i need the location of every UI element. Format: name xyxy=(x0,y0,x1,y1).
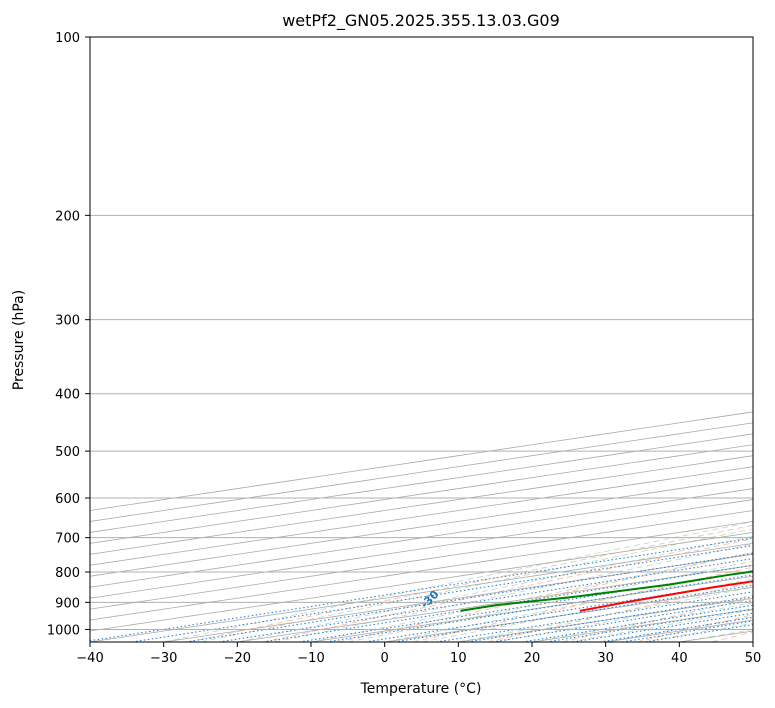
mixing-ratio-line xyxy=(467,596,753,642)
isotherm-line xyxy=(310,575,753,642)
isotherm-line xyxy=(90,532,753,632)
pressure-gridlines xyxy=(90,36,753,630)
isotherm-line xyxy=(90,521,753,621)
chart-title: wetPf2_GN05.2025.355.13.03.G09 xyxy=(282,11,560,31)
y-tick-label: 600 xyxy=(55,492,80,507)
moist-adiabat-line xyxy=(384,569,753,642)
y-tick-label: 300 xyxy=(55,314,80,329)
x-tick-label: 10 xyxy=(450,651,467,666)
moist-adiabat-line xyxy=(274,543,753,642)
moist-adiabat-line xyxy=(200,528,753,642)
x-tick-label: −10 xyxy=(297,651,324,666)
x-tick-label: 0 xyxy=(381,651,389,666)
moist-adiabat-line xyxy=(568,609,753,642)
profile-series-1 xyxy=(460,570,753,612)
profile-series-0 xyxy=(579,580,753,612)
isotherm-line xyxy=(458,597,753,642)
dry-adiabat-line xyxy=(188,524,753,642)
x-tick-label: 50 xyxy=(745,651,762,666)
isotherm-line xyxy=(752,641,753,642)
mixing-ratio-line xyxy=(218,558,753,642)
y-axis-ticks: 100 200 300 400 500 600 700 800 900 1000 xyxy=(47,31,90,638)
mixing-ratio-line xyxy=(546,608,753,642)
y-tick-label: 400 xyxy=(55,388,80,403)
moist-adiabat-line xyxy=(310,552,753,642)
isotherm-line xyxy=(90,499,753,599)
y-axis-title: Pressure (hPa) xyxy=(11,290,27,390)
isotherm-line xyxy=(90,466,753,566)
mixing-ratio-line xyxy=(131,545,753,642)
x-tick-label: −30 xyxy=(150,651,177,666)
x-tick-label: 30 xyxy=(597,651,614,666)
y-tick-label: 900 xyxy=(55,596,80,611)
isotherm-line xyxy=(90,444,753,544)
dry-adiabat-line xyxy=(711,631,753,642)
background-lines xyxy=(90,411,753,642)
dry-adiabat-line xyxy=(487,581,753,642)
x-axis-title: Temperature (°C) xyxy=(360,681,482,697)
mixing-ratio-line xyxy=(492,600,753,642)
dry-adiabat-line xyxy=(263,538,753,642)
isotherm-line xyxy=(90,488,753,588)
x-axis-ticks: −40 −30 −20 −10 0 10 20 30 40 50 xyxy=(76,642,761,666)
mixing-ratio-line xyxy=(90,537,753,642)
x-tick-label: −40 xyxy=(76,651,103,666)
mixing-ratio-line xyxy=(326,574,753,642)
isotherm-line xyxy=(90,422,753,522)
x-tick-label: 40 xyxy=(671,651,688,666)
isotherm-line xyxy=(90,477,753,577)
x-tick-label: −20 xyxy=(224,651,251,666)
isotherm-line xyxy=(384,586,753,642)
moist-adiabat-line xyxy=(347,560,753,642)
dry-adiabat-line xyxy=(636,614,753,642)
moist-adiabat-line xyxy=(421,578,753,642)
moist-adiabat-line xyxy=(642,622,753,642)
moist-adiabat-line xyxy=(163,521,753,642)
mixing-ratio-line xyxy=(522,604,753,642)
isotherm-line xyxy=(90,542,753,642)
isotherm-line xyxy=(605,619,753,642)
y-tick-label: 100 xyxy=(55,31,80,46)
mixing-ratio-line xyxy=(185,553,753,642)
y-tick-label: 1000 xyxy=(47,623,80,638)
moist-adiabat-line xyxy=(531,602,753,642)
dry-adiabat-line xyxy=(412,566,753,642)
isotherm-line xyxy=(90,411,753,511)
y-tick-label: 700 xyxy=(55,532,80,547)
isotherm-line xyxy=(531,608,753,642)
isotherm-line xyxy=(163,553,753,642)
x-tick-label: 20 xyxy=(524,651,541,666)
dry-adiabat-line xyxy=(562,597,753,642)
moist-adiabat-line xyxy=(458,586,753,642)
isotherm-line xyxy=(90,510,753,610)
y-tick-label: 500 xyxy=(55,445,80,460)
isotherm-line xyxy=(90,433,753,533)
isotherm-line xyxy=(90,455,753,555)
profile-lines xyxy=(460,570,753,612)
mixing-ratio-line xyxy=(572,612,753,642)
moist-adiabat-line xyxy=(605,616,753,642)
y-tick-label: 800 xyxy=(55,566,80,581)
isotherm-line xyxy=(679,630,753,642)
y-tick-label: 200 xyxy=(55,209,80,224)
mixing-ratio-line xyxy=(599,616,753,642)
moist-adiabat-line xyxy=(679,629,753,642)
moist-adiabat-line xyxy=(495,594,753,642)
plot-frame xyxy=(89,36,754,643)
